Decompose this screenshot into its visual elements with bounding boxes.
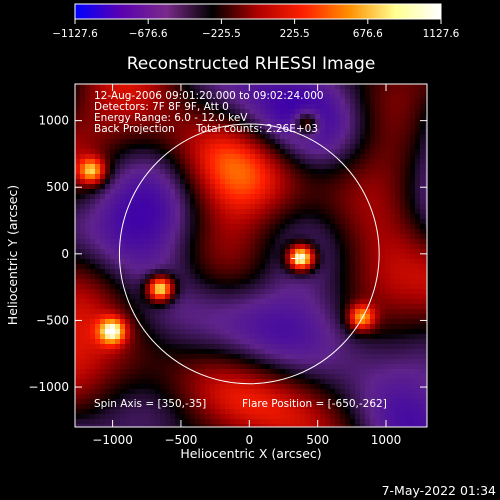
- colorbar-tick-label: 1127.6: [423, 28, 460, 40]
- colorbar: −1127.6 −676.6 −225.5 225.5 676.6 1127.6: [52, 3, 460, 40]
- annotation-method: Back Projection: [94, 123, 175, 135]
- plot-frame: [74, 83, 428, 428]
- y-tick-label: 500: [46, 180, 69, 194]
- colorbar-tick-label: −225.5: [202, 28, 241, 40]
- chart-title: Reconstructed RHESSI Image: [127, 54, 376, 74]
- y-tick-label: −1000: [28, 380, 69, 394]
- x-tick-label: 500: [306, 433, 329, 447]
- y-axis-label: Heliocentric Y (arcsec): [5, 185, 20, 325]
- annotation-total-counts: Total counts: 2.26E+03: [195, 123, 318, 135]
- x-tick-label: −1000: [92, 433, 133, 447]
- solar-limb-circle: [118, 123, 380, 385]
- spin-axis-label: Spin Axis = [350,-35]: [94, 398, 206, 410]
- y-tick-label: −500: [36, 313, 69, 327]
- colorbar-tick-label: −676.6: [129, 28, 168, 40]
- colorbar-gradient: [74, 3, 442, 20]
- axis-ticks: −1000 −500 0 500 1000 −1000 −500 0 500 1000: [28, 84, 427, 447]
- spin-axis-marker: [291, 252, 304, 265]
- y-tick-label: 1000: [38, 114, 69, 128]
- heatmap-field: [75, 84, 427, 427]
- colorbar-tick-label: 676.6: [353, 28, 383, 40]
- colorbar-tick-label: −1127.6: [52, 28, 98, 40]
- annotation-block: 12-Aug-2006 09:01:20.000 to 09:02:24.000…: [94, 90, 324, 135]
- x-tick-label: 0: [245, 433, 253, 447]
- colorbar-ticks: −1127.6 −676.6 −225.5 225.5 676.6 1127.6: [52, 19, 460, 40]
- x-tick-label: 1000: [371, 433, 402, 447]
- annotation-detectors: Detectors: 7F 8F 9F, Att 0: [94, 101, 229, 113]
- flare-position-label: Flare Position = [-650,-262]: [242, 398, 387, 410]
- annotation-time-range: 12-Aug-2006 09:01:20.000 to 09:02:24.000: [94, 90, 324, 102]
- x-axis-label: Heliocentric X (arcsec): [180, 446, 321, 461]
- plot-area: −1000 −500 0 500 1000 −1000 −500 0 500 1000: [28, 83, 428, 447]
- annotation-energy-range: Energy Range: 6.0 - 12.0 keV: [94, 112, 248, 124]
- colorbar-tick-label: 225.5: [280, 28, 310, 40]
- y-tick-label: 0: [61, 247, 69, 261]
- footer-timestamp: 7-May-2022 01:34: [382, 483, 496, 498]
- x-tick-label: −500: [164, 433, 197, 447]
